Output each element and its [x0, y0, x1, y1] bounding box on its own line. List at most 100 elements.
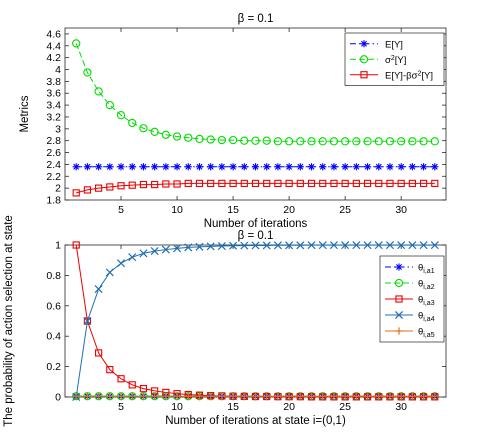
- data-point: [240, 179, 248, 188]
- marker-stroke: [273, 241, 282, 250]
- marker-stroke: [230, 163, 237, 170]
- data-point: [139, 124, 148, 133]
- marker-stroke: [173, 244, 182, 253]
- marker-stroke: [196, 163, 203, 170]
- data-point: [117, 163, 125, 171]
- data-point: [95, 392, 103, 400]
- data-point: [397, 163, 405, 171]
- data-point: [375, 163, 383, 171]
- data-point: [285, 163, 293, 171]
- marker-stroke: [174, 163, 181, 170]
- legend-label: E[Y]: [385, 39, 403, 50]
- legend-marker: [360, 40, 368, 48]
- marker-stroke: [207, 163, 214, 170]
- data-point: [229, 241, 238, 250]
- marker-stroke: [394, 310, 404, 320]
- x-tick-label: 25: [339, 204, 351, 216]
- y-tick-label: 3.6: [46, 88, 61, 100]
- data-point: [206, 135, 215, 144]
- data-point: [419, 241, 428, 250]
- data-point: [397, 137, 406, 146]
- data-point: [195, 134, 204, 144]
- x-tick-label: 10: [171, 401, 183, 413]
- data-point: [374, 241, 383, 250]
- legend-marker: [395, 295, 403, 303]
- data-point: [284, 137, 294, 146]
- data-point: [72, 392, 80, 400]
- y-tick-label: 3.2: [46, 111, 61, 123]
- x-tick-label: 5: [118, 401, 124, 413]
- data-point: [262, 241, 271, 250]
- series-1: [72, 163, 439, 171]
- data-point: [240, 241, 249, 250]
- data-point: [106, 183, 114, 191]
- data-point: [116, 111, 126, 120]
- data-point: [273, 137, 283, 146]
- legend-marker: [395, 263, 403, 271]
- y-tick-label: 4.4: [46, 40, 61, 52]
- data-point: [217, 242, 226, 251]
- data-point: [307, 137, 316, 146]
- data-point: [329, 137, 339, 146]
- data-point: [218, 392, 226, 400]
- legend-item: θi,a1: [385, 263, 435, 275]
- data-point: [397, 392, 405, 400]
- data-point: [72, 39, 81, 48]
- data-point: [184, 243, 193, 252]
- data-point: [251, 241, 260, 250]
- y-tick-label: 2.8: [46, 135, 61, 147]
- data-point: [431, 163, 439, 171]
- data-point: [430, 137, 439, 146]
- y-tick-label: 4.6: [46, 28, 61, 40]
- data-point: [352, 137, 361, 146]
- data-point: [274, 392, 282, 400]
- marker-stroke: [374, 241, 383, 250]
- marker-stroke: [140, 163, 147, 170]
- marker-stroke: [218, 163, 225, 170]
- marker-stroke: [151, 163, 158, 170]
- data-point: [375, 392, 383, 400]
- data-point: [105, 100, 114, 110]
- legend-label: θi,a5: [418, 327, 435, 340]
- data-point: [341, 179, 349, 188]
- marker-stroke: [297, 163, 304, 170]
- marker-stroke: [342, 163, 349, 170]
- marker-stroke: [129, 163, 136, 170]
- data-point: [184, 163, 192, 171]
- data-point: [251, 392, 260, 400]
- data-point: [385, 137, 395, 146]
- marker-stroke: [319, 163, 326, 170]
- data-point: [374, 137, 383, 146]
- data-point: [195, 392, 204, 400]
- data-point: [128, 118, 137, 128]
- x-tick-label: 30: [395, 204, 407, 216]
- x-axis-label: Number of iterations: [204, 218, 308, 230]
- marker-stroke: [285, 241, 294, 250]
- marker-stroke: [84, 163, 91, 170]
- marker-stroke: [385, 241, 394, 250]
- data-point: [408, 179, 416, 188]
- marker-stroke: [118, 163, 125, 170]
- marker-stroke: [274, 163, 281, 170]
- data-point: [431, 392, 439, 400]
- data-point: [296, 163, 304, 171]
- data-point: [430, 241, 439, 250]
- y-tick-label: 0.8: [46, 270, 61, 282]
- chart-title: β = 0.1: [238, 230, 274, 242]
- data-point: [285, 241, 294, 250]
- data-point: [217, 135, 227, 145]
- data-point: [352, 392, 360, 400]
- data-point: [184, 392, 192, 400]
- marker-stroke: [430, 241, 439, 250]
- data-point: [83, 68, 92, 77]
- y-tick-label: 2: [55, 183, 61, 195]
- legend-marker: [360, 71, 368, 79]
- marker-stroke: [94, 285, 103, 294]
- data-point: [72, 163, 80, 171]
- data-point: [352, 241, 361, 250]
- series-2: [72, 39, 439, 146]
- x-tick-label: 20: [283, 204, 295, 216]
- data-point: [251, 136, 260, 145]
